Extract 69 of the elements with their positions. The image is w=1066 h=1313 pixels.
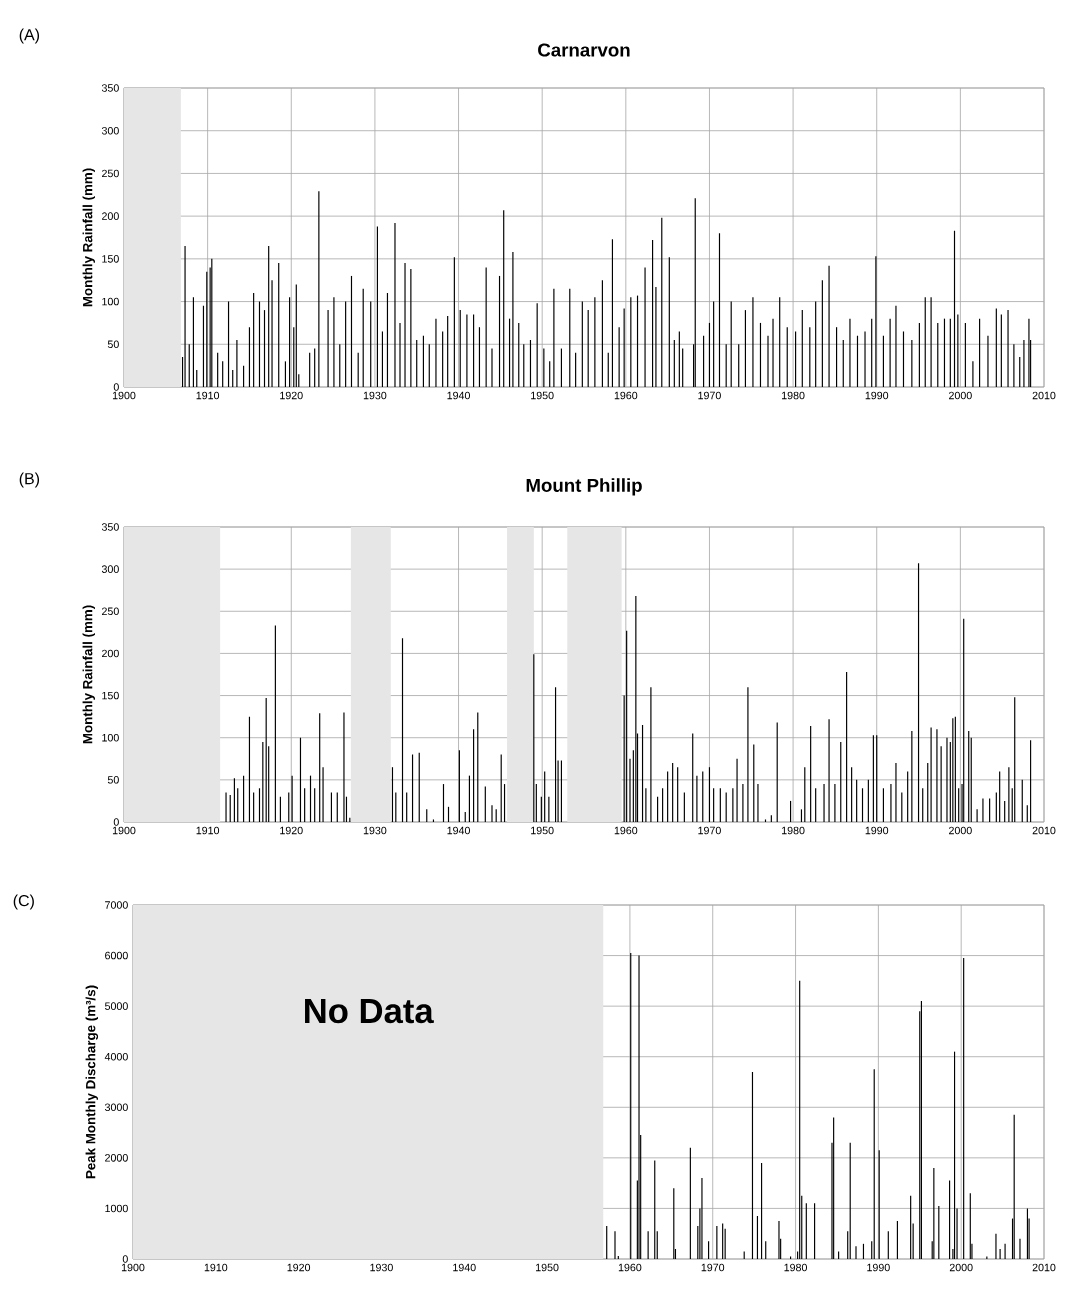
- x-tick-label: 1970: [701, 1263, 725, 1272]
- x-tick-label: 1900: [112, 826, 136, 835]
- y-tick-label: 100: [102, 297, 119, 306]
- y-tick-label: 50: [107, 340, 119, 349]
- y-tick-label: 5000: [104, 1002, 128, 1010]
- chart-title: Mount Phillip: [526, 478, 642, 496]
- x-tick-label: 1960: [614, 826, 638, 835]
- y-tick-label: 250: [102, 169, 119, 178]
- y-axis-title: Peak Monthly Discharge (m³/s): [85, 985, 99, 1179]
- y-axis-title: Monthly Rainfall (mm): [82, 168, 95, 307]
- x-tick-label: 1970: [698, 391, 721, 400]
- y-tick-label: 0: [113, 383, 119, 391]
- x-tick-label: 1900: [112, 391, 136, 400]
- x-tick-label: 1900: [121, 1263, 145, 1272]
- x-tick-label: 2000: [949, 826, 972, 835]
- x-tick-label: 1960: [614, 391, 638, 400]
- y-tick-label: 350: [101, 523, 119, 531]
- y-tick-label: 2000: [105, 1154, 128, 1162]
- x-tick-label: 1990: [865, 391, 889, 400]
- x-tick-label: 1990: [865, 826, 889, 835]
- y-tick-label: 350: [101, 84, 119, 92]
- y-tick-label: 300: [101, 126, 119, 135]
- text: (B): [19, 472, 40, 488]
- x-tick-label: 1940: [453, 1263, 476, 1272]
- x-tick-label: 1950: [531, 826, 554, 835]
- x-tick-label: 1910: [196, 391, 220, 400]
- x-tick-label: 1990: [867, 1263, 890, 1272]
- x-tick-label: 1930: [363, 826, 387, 835]
- x-tick-label: 1950: [531, 391, 554, 400]
- x-tick-label: 1960: [618, 1263, 642, 1272]
- x-tick-label: 2010: [1032, 1263, 1056, 1272]
- y-tick-label: 250: [102, 607, 119, 616]
- x-tick-label: 2000: [949, 1263, 973, 1272]
- x-tick-label: 1930: [363, 391, 387, 400]
- x-tick-label: 1920: [280, 826, 303, 835]
- x-tick-label: 1910: [204, 1263, 228, 1272]
- y-tick-label: 6000: [105, 951, 128, 960]
- y-tick-label: 50: [107, 776, 119, 784]
- y-tick-label: 4000: [104, 1052, 128, 1061]
- x-tick-label: 1980: [782, 391, 805, 400]
- x-tick-label: 1930: [370, 1263, 393, 1272]
- y-tick-label: 7000: [105, 901, 128, 909]
- text: (C): [13, 894, 34, 910]
- x-tick-label: 2000: [949, 391, 972, 400]
- x-tick-label: 2010: [1032, 391, 1056, 400]
- y-tick-label: 0: [113, 818, 119, 826]
- x-tick-label: 1920: [287, 1263, 311, 1272]
- y-tick-label: 150: [102, 255, 119, 263]
- text: (A): [19, 28, 40, 44]
- y-tick-label: 1000: [105, 1204, 128, 1213]
- y-tick-label: 300: [101, 565, 119, 573]
- x-tick-label: 1940: [447, 826, 470, 835]
- y-tick-label: 150: [102, 691, 119, 700]
- y-tick-label: 0: [122, 1255, 128, 1263]
- y-tick-label: 3000: [104, 1103, 128, 1112]
- x-tick-label: 1980: [784, 1263, 807, 1272]
- x-tick-label: 1920: [280, 391, 303, 400]
- chart-title: Carnarvon: [538, 43, 630, 57]
- x-tick-label: 2010: [1032, 826, 1056, 835]
- x-tick-label: 1940: [447, 391, 470, 400]
- y-tick-label: 200: [102, 649, 119, 658]
- band-label: No Data: [305, 999, 434, 1024]
- y-axis-title: Monthly Rainfall (mm): [82, 605, 95, 744]
- y-tick-label: 200: [102, 212, 119, 220]
- y-tick-label: 100: [102, 733, 119, 742]
- x-tick-label: 1910: [196, 826, 220, 835]
- x-tick-label: 1970: [698, 826, 721, 835]
- x-tick-label: 1980: [782, 826, 805, 835]
- x-tick-label: 1950: [536, 1263, 559, 1272]
